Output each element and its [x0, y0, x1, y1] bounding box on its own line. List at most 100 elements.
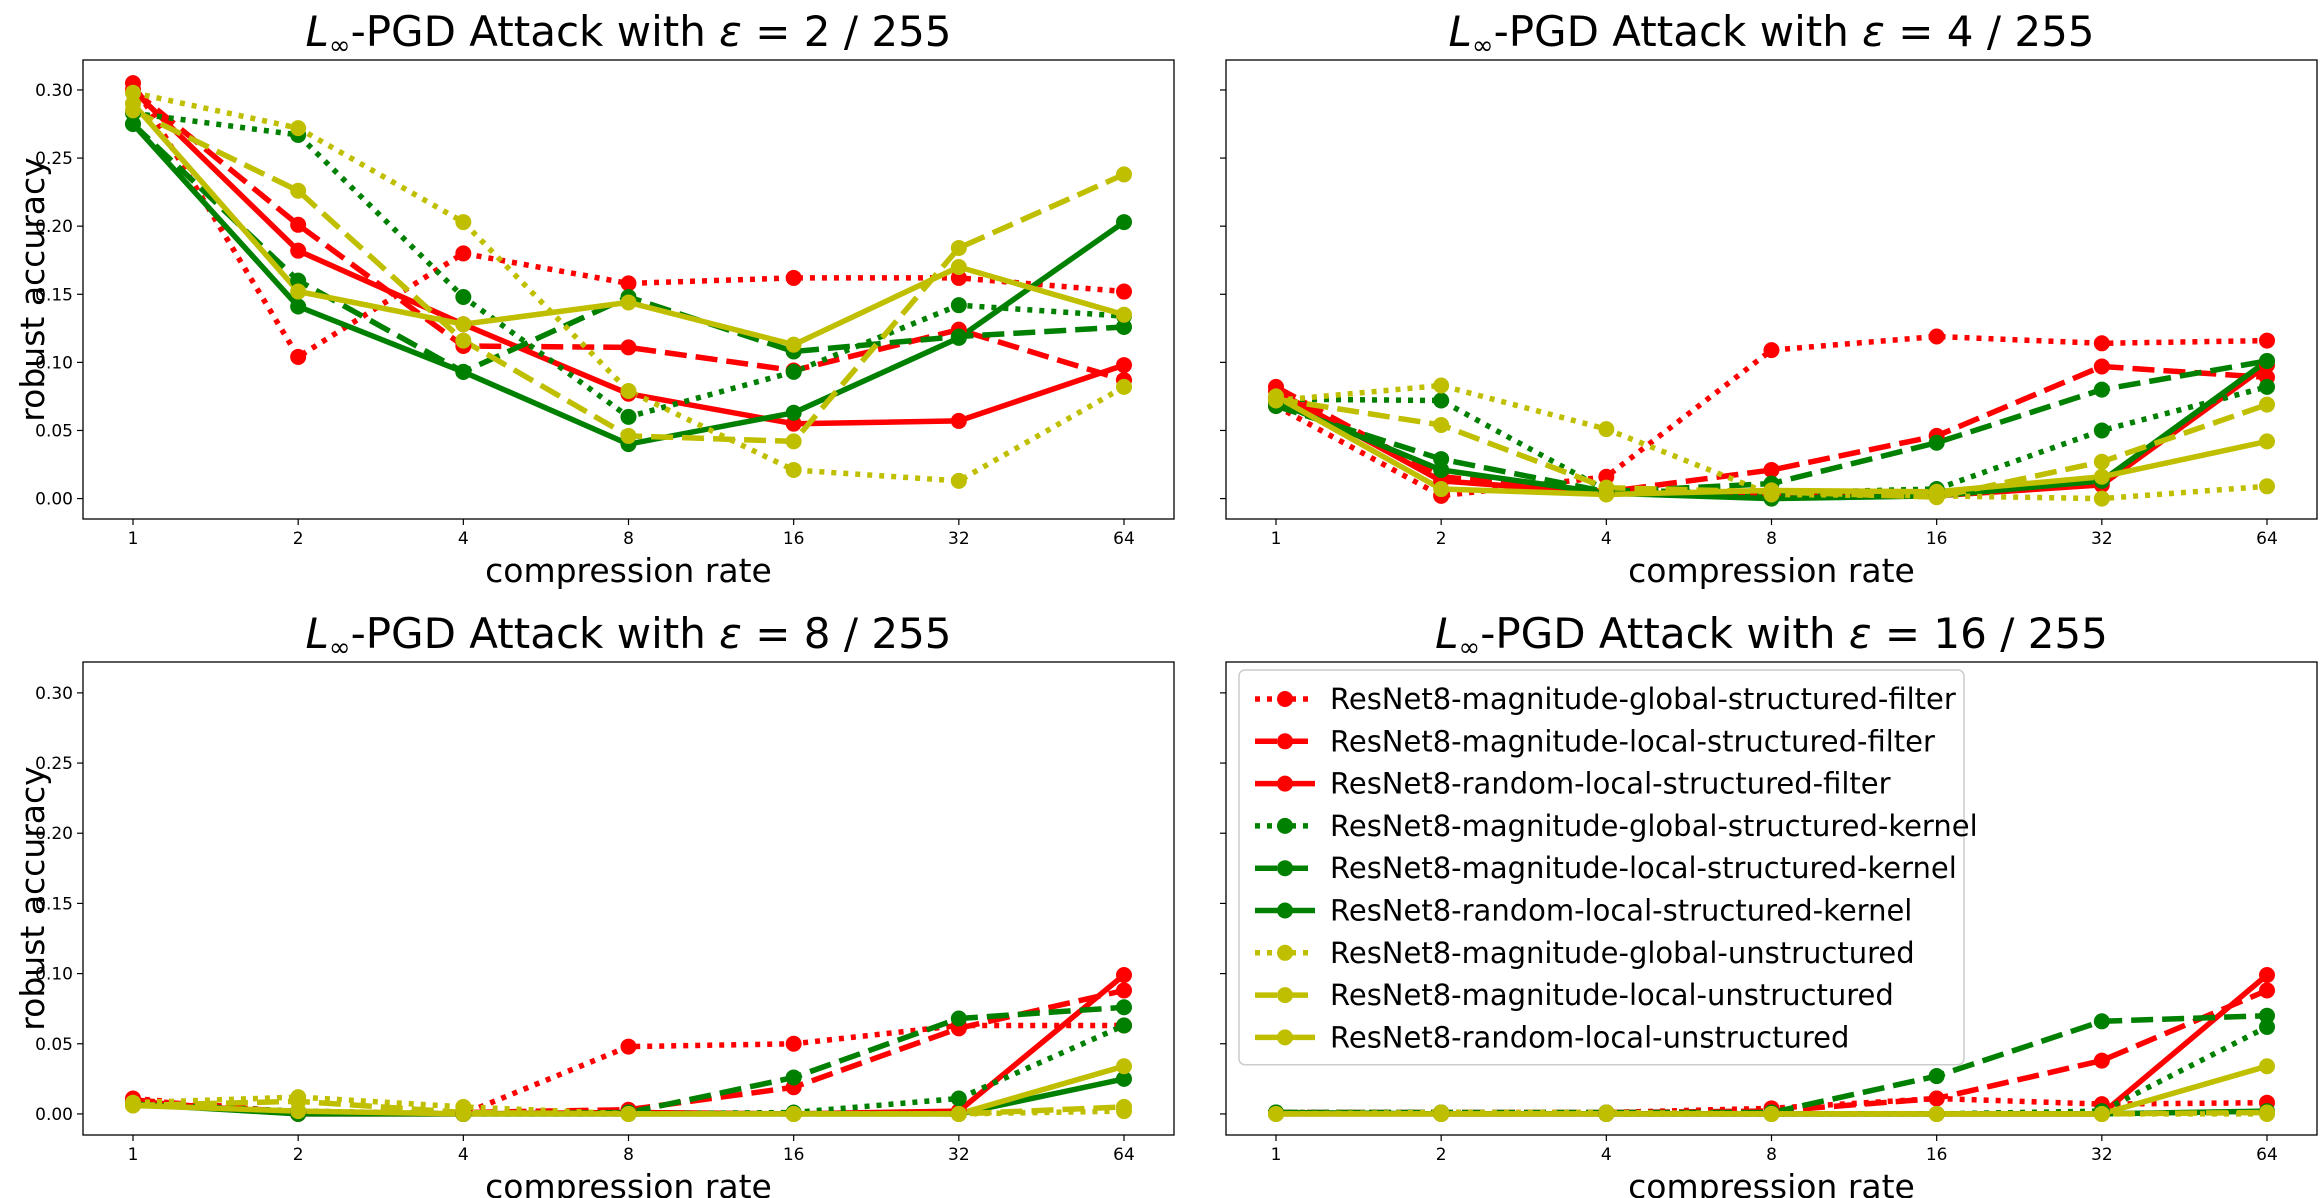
x-tick-label: 16 — [783, 529, 805, 549]
y-axis-label: robust accuracy — [13, 766, 52, 1030]
title-text: -PGD Attack with — [1494, 7, 1863, 56]
legend-label: ResNet8-random-local-structured-kernel — [1330, 894, 1912, 928]
y-axis: 0.00 0.05 0.10 0.15 0.20 0.25 0.30 — [35, 81, 83, 510]
data-point — [2259, 966, 2275, 983]
series-markers — [1268, 328, 2275, 507]
y-tick-label: 0.25 — [35, 149, 73, 169]
legend: ResNet8-magnitude-global-structured-filt… — [1238, 669, 1978, 1066]
x-tick-label: 64 — [2256, 529, 2278, 549]
x-tick-label: 2 — [1436, 529, 1447, 549]
x-tick-label: 4 — [1601, 1145, 1612, 1165]
title-letter: L — [1448, 7, 1471, 56]
data-point — [950, 472, 967, 489]
data-point — [620, 1038, 637, 1055]
x-tick-label: 16 — [1926, 529, 1948, 549]
series-markers — [1268, 966, 2275, 1122]
title-epsilon: ε — [719, 609, 742, 658]
x-tick-label: 32 — [948, 1145, 970, 1165]
data-point — [1433, 377, 1450, 394]
data-point — [785, 336, 802, 353]
data-point — [1116, 378, 1132, 395]
x-tick-label: 8 — [623, 529, 634, 549]
data-point — [950, 412, 967, 429]
title-letter: L — [1435, 609, 1458, 658]
data-point — [1116, 357, 1132, 374]
panel-eps-2: 0.000.050.100.150.200.250.30 1 2 4 8 16 32 64 … — [13, 7, 1175, 590]
data-point — [2259, 1104, 2275, 1121]
data-point — [1268, 1105, 1284, 1122]
x-tick-label: 4 — [458, 1145, 469, 1165]
data-point — [455, 316, 472, 333]
series-markers — [125, 966, 1132, 1122]
data-point — [620, 275, 637, 292]
x-axis-label: compression rate — [1628, 1167, 1915, 1198]
data-point — [455, 214, 472, 231]
title-text: -PGD Attack with — [351, 609, 720, 658]
data-point — [950, 1010, 967, 1027]
legend-marker — [1277, 733, 1293, 750]
data-point — [785, 1035, 802, 1052]
legend-label: ResNet8-magnitude-local-structured-filte… — [1330, 724, 1935, 758]
data-point — [2093, 335, 2110, 352]
title-letter: L — [305, 7, 328, 56]
data-point — [2093, 422, 2110, 439]
y-tick-label: 0.10 — [35, 965, 73, 985]
data-point — [620, 408, 637, 425]
y-tick-label: 0.30 — [35, 684, 73, 704]
data-point — [785, 404, 802, 421]
data-point — [1116, 1098, 1132, 1115]
data-point — [785, 1069, 802, 1086]
data-point — [2093, 468, 2110, 485]
data-point — [455, 288, 472, 305]
data-point — [2093, 381, 2110, 398]
data-point — [2259, 478, 2275, 495]
title-value: = 16 / 255 — [1872, 609, 2108, 658]
data-point — [1763, 482, 1780, 499]
data-point — [1433, 461, 1450, 478]
x-axis-label: compression rate — [485, 551, 772, 590]
panel-eps-8: 0.000.050.100.150.200.250.30 1 2 4 8 16 32 64 … — [13, 609, 1175, 1198]
data-point — [2259, 396, 2275, 413]
data-point — [1116, 1017, 1132, 1034]
panel-title: L∞-PGD Attack with ε = 8 / 255 — [305, 609, 951, 663]
data-point — [1433, 392, 1450, 409]
legend-label: ResNet8-magnitude-global-structured-filt… — [1330, 682, 1956, 716]
title-text: -PGD Attack with — [351, 7, 720, 56]
data-point — [2259, 353, 2275, 370]
x-tick-label: 1 — [128, 529, 139, 549]
legend-box — [1238, 669, 1965, 1066]
data-point — [1763, 1105, 1780, 1122]
data-point — [125, 116, 141, 133]
y-tick-label: 0.00 — [35, 1105, 73, 1125]
y-axis-label: robust accuracy — [13, 157, 52, 421]
data-point — [785, 363, 802, 380]
data-point — [1116, 1058, 1132, 1075]
data-point — [1116, 166, 1132, 183]
x-tick-label: 64 — [1113, 1145, 1135, 1165]
data-point — [1763, 342, 1780, 359]
data-point — [1598, 1105, 1615, 1122]
title-subscript: ∞ — [1472, 31, 1494, 61]
y-axis — [1220, 89, 1226, 500]
data-point — [1116, 1070, 1132, 1087]
data-point — [1598, 486, 1615, 503]
y-axis: 0.00 0.05 0.10 0.15 0.20 0.25 0.30 — [35, 684, 83, 1125]
data-point — [1116, 966, 1132, 983]
data-point — [620, 382, 637, 399]
title-value: = 8 / 255 — [742, 609, 952, 658]
title-subscript: ∞ — [1459, 633, 1481, 663]
series-markers — [125, 75, 1132, 489]
data-point — [950, 259, 967, 276]
y-tick-label: 0.25 — [35, 754, 73, 774]
legend-label: ResNet8-random-local-structured-filter — [1330, 767, 1891, 801]
data-point — [455, 363, 472, 380]
x-tick-label: 2 — [293, 529, 304, 549]
data-point — [1116, 999, 1132, 1016]
legend-marker — [1277, 902, 1293, 919]
x-axis-label: compression rate — [485, 1167, 772, 1198]
legend-label: ResNet8-magnitude-global-unstructured — [1330, 936, 1915, 970]
data-point — [1433, 1105, 1450, 1122]
data-point — [455, 1105, 472, 1122]
y-tick-label: 0.05 — [35, 421, 73, 441]
